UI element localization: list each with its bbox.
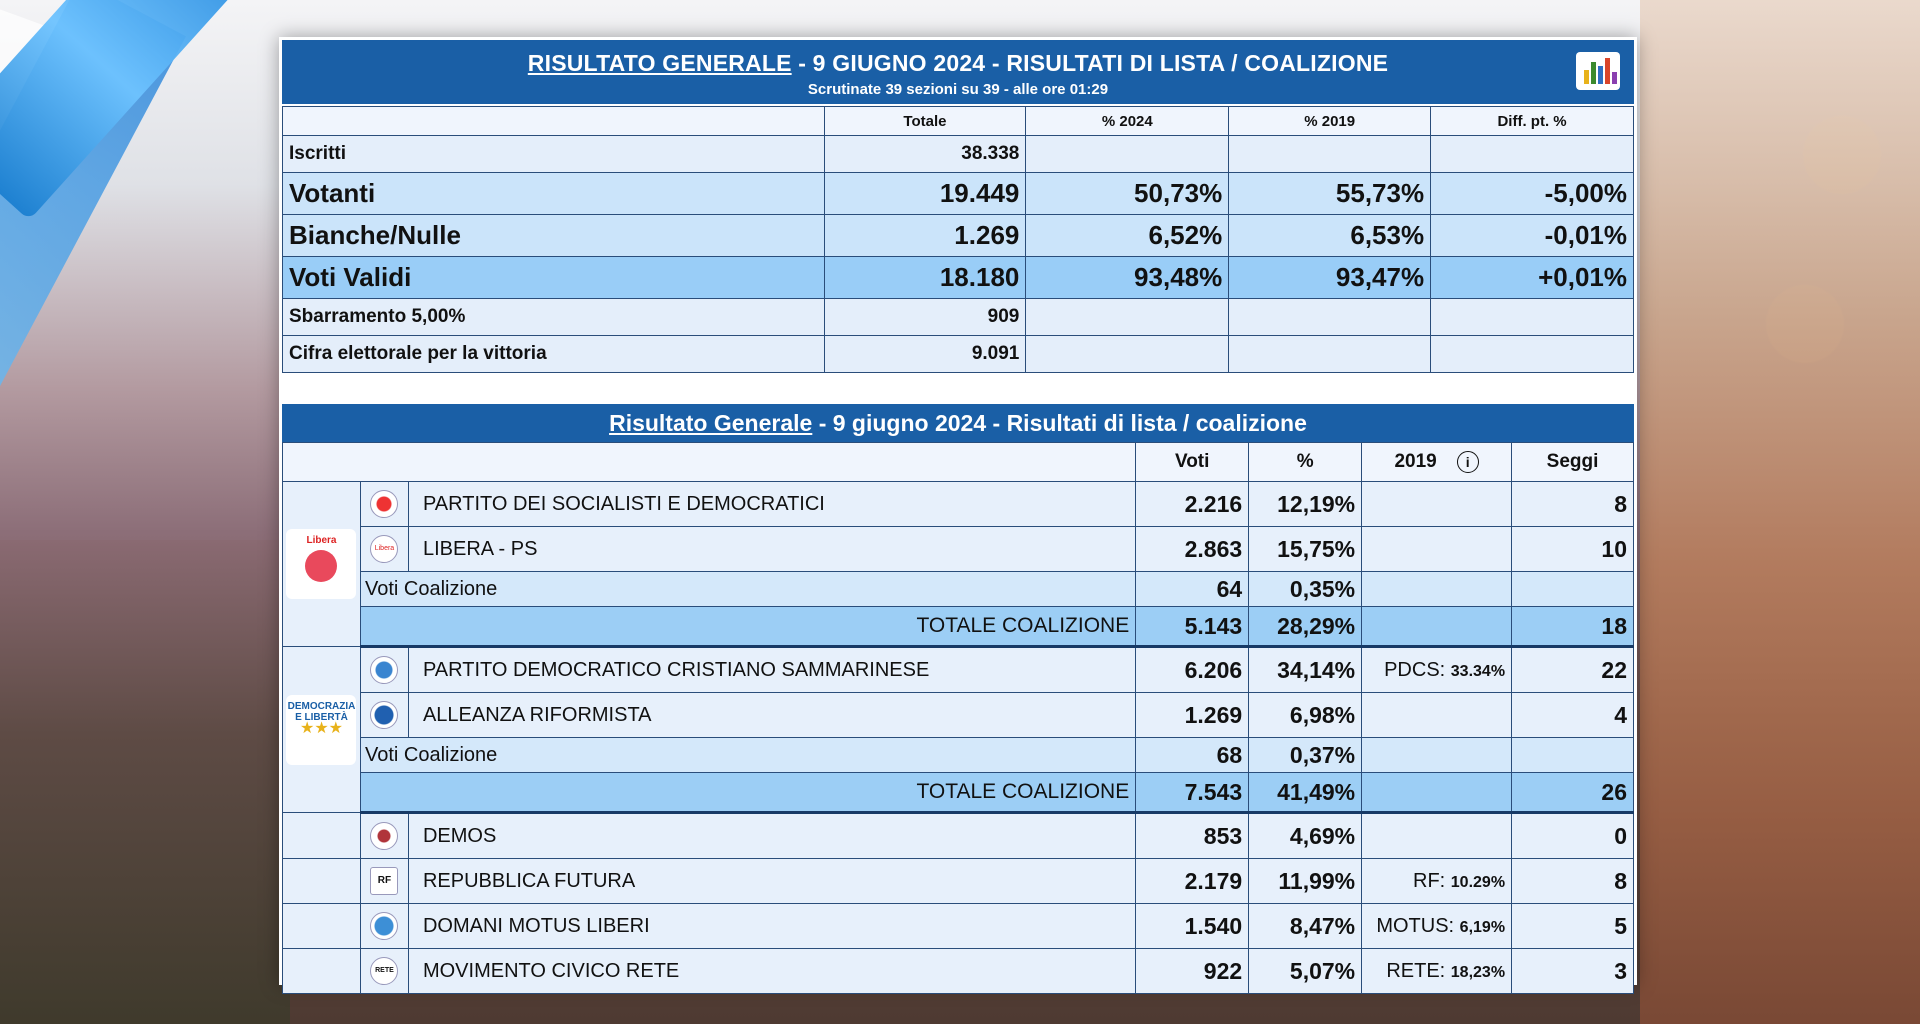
motus-liberi-logo-icon (370, 912, 399, 940)
info-icon[interactable]: i (1456, 451, 1479, 473)
background-town (1640, 0, 1920, 1024)
results-panel: RISULTATO GENERALE - 9 GIUGNO 2024 - RIS… (279, 37, 1637, 994)
party-name: DOMANI MOTUS LIBERI (407, 903, 1137, 949)
libera-coalition-logo: Libera (286, 529, 357, 599)
row-cifra-elettorale: Cifra elettorale per la vittoria 9.091 (282, 335, 1634, 373)
col-totale: Totale (823, 106, 1027, 136)
party-name: ALLEANZA RIFORMISTA (407, 692, 1137, 738)
row-voti-validi: Voti Validi 18.180 93,48% 93,47% +0,01% (282, 256, 1634, 299)
table-row: RF REPUBBLICA FUTURA 2.179 11,99% RF: 10… (282, 858, 1634, 904)
background-hills (0, 540, 290, 1024)
table-row: ALLEANZA RIFORMISTA 1.269 6,98% 4 (283, 692, 1634, 738)
table-row: Libera LIBERA - PS 2.863 15,75% 10 (283, 526, 1634, 572)
col-pct-2024: % 2024 (1025, 106, 1230, 136)
results-header: Risultato Generale - 9 giugno 2024 - Ris… (282, 404, 1634, 442)
bar-chart-icon[interactable] (1576, 52, 1620, 90)
row-bianche-nulle: Bianche/Nulle 1.269 6,52% 6,53% -0,01% (282, 214, 1634, 257)
party-name: REPUBBLICA FUTURA (407, 858, 1137, 904)
col-pct: % (1248, 442, 1363, 482)
coalition-total-row: TOTALE COALIZIONE 7.543 41,49% 26 (283, 772, 1634, 814)
party-name: LIBERA - PS (407, 526, 1137, 572)
results-table: Voti % 2019 i Seggi Libera PARTITO DEI SO… (281, 442, 1634, 994)
democrazia-liberta-logo: DEMOCRAZIA E LIBERTÀ ★★★ (286, 694, 357, 765)
row-votanti: Votanti 19.449 50,73% 55,73% -5,00% (282, 172, 1634, 215)
coalition-votes-row: Voti Coalizione 64 0,35% (283, 571, 1634, 607)
table-row: DOMANI MOTUS LIBERI 1.540 8,47% MOTUS: 6… (282, 903, 1634, 949)
table-row: RETE MOVIMENTO CIVICO RETE 922 5,07% RET… (282, 948, 1634, 994)
summary-header-row: Totale % 2024 % 2019 Diff. pt. % (282, 106, 1634, 136)
summary-title: RISULTATO GENERALE - 9 GIUGNO 2024 - RIS… (527, 50, 1389, 76)
col-pct-2019: % 2019 (1228, 106, 1432, 136)
col-diff: Diff. pt. % (1430, 106, 1634, 136)
coalition-total-row: TOTALE COALIZIONE 5.143 28,29% 18 (283, 606, 1634, 648)
summary-header: RISULTATO GENERALE - 9 GIUGNO 2024 - RIS… (282, 40, 1634, 104)
results-title-link[interactable]: Risultato Generale (609, 410, 813, 436)
col-2019: 2019 i (1361, 442, 1513, 482)
col-seggi: Seggi (1511, 442, 1634, 482)
summary-table: Totale % 2024 % 2019 Diff. pt. % Iscritt… (282, 106, 1634, 373)
table-row: DEMOS 853 4,69% 0 (282, 812, 1634, 859)
libera-logo-icon: Libera (370, 535, 399, 563)
psd-logo-icon (370, 490, 399, 518)
row-sbarramento: Sbarramento 5,00% 909 (282, 298, 1634, 336)
alleanza-riformista-logo-icon (370, 701, 399, 729)
rete-logo-icon: RETE (370, 957, 399, 985)
party-name: PARTITO DEI SOCIALISTI E DEMOCRATICI (407, 481, 1137, 527)
coalition-logo-libera: Libera (282, 481, 361, 647)
table-row: Libera PARTITO DEI SOCIALISTI E DEMOCRAT… (282, 481, 1634, 647)
rf-logo-icon: RF (370, 867, 399, 895)
coalition-logo-democrazia: DEMOCRAZIA E LIBERTÀ ★★★ (282, 646, 361, 813)
party-name: MOVIMENTO CIVICO RETE (407, 948, 1137, 994)
coalition-votes-row: Voti Coalizione 68 0,37% (283, 737, 1634, 773)
table-row: DEMOCRAZIA E LIBERTÀ ★★★ PARTITO DEMOCRAT… (282, 646, 1634, 813)
party-name: PARTITO DEMOCRATICO CRISTIANO SAMMARINES… (407, 646, 1137, 693)
row-iscritti: Iscritti 38.338 (282, 135, 1634, 173)
summary-subtitle: Scrutinate 39 sezioni su 39 - alle ore 0… (807, 81, 1109, 98)
party-name: DEMOS (407, 812, 1137, 859)
results-header-row: Voti % 2019 i Seggi (281, 442, 1634, 482)
col-voti: Voti (1135, 442, 1250, 482)
summary-title-link[interactable]: RISULTATO GENERALE (527, 50, 792, 76)
demos-logo-icon (370, 822, 399, 850)
results-title: Risultato Generale - 9 giugno 2024 - Ris… (609, 410, 1307, 436)
pdcs-logo-icon (370, 656, 399, 684)
